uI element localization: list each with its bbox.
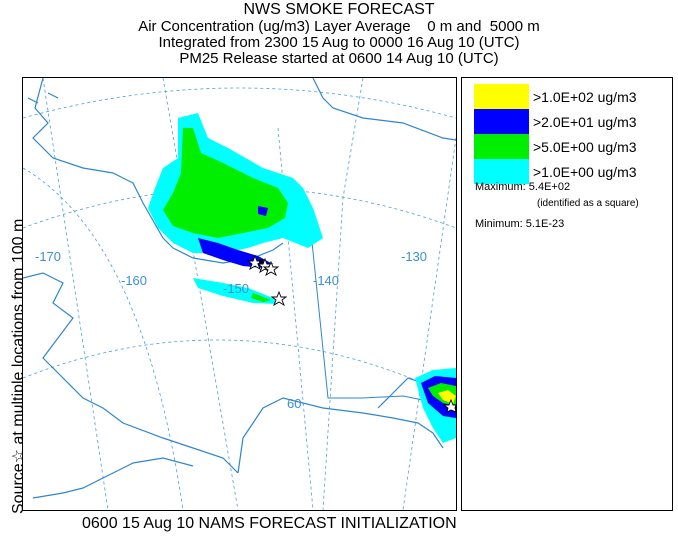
legend-panel: >1.0E+02 ug/m3 >2.0E+01 ug/m3 >5.0E+00 u… (461, 77, 673, 511)
lon-label-150: -150 (223, 281, 249, 296)
title-block: NWS SMOKE FORECAST Air Concentration (ug… (0, 0, 678, 67)
legend-swatch-blue (474, 109, 529, 134)
plume-south-green (251, 293, 271, 302)
legend-label: >2.0E+01 ug/m3 (533, 113, 637, 130)
legend-item: >5.0E+00 ug/m3 (474, 134, 637, 159)
lon-label-170: -170 (35, 249, 61, 264)
maximum-note: (identified as a square) (537, 198, 639, 209)
lon-label-140: -140 (313, 273, 339, 288)
source-markers (246, 254, 456, 413)
minimum-value: Minimum: 5.1E-23 (475, 218, 565, 230)
maximum-value: Maximum: 5.4E+02 (475, 181, 571, 193)
legend-item: >2.0E+01 ug/m3 (474, 109, 637, 134)
legend-label: >1.0E+00 ug/m3 (533, 163, 637, 180)
legend-swatch-cyan (474, 159, 529, 184)
source-star (262, 260, 280, 277)
lat-label-60: 60 (287, 396, 301, 411)
lon-label-130: -130 (401, 249, 427, 264)
legend-item: >1.0E+00 ug/m3 (474, 159, 637, 184)
forecast-initialization: 0600 15 Aug 10 NAMS FORECAST INITIALIZAT… (82, 515, 457, 532)
source-star (442, 398, 456, 413)
legend-swatch-yellow (474, 84, 529, 109)
legend-label: >5.0E+00 ug/m3 (533, 138, 637, 155)
integration-period: Integrated from 2300 15 Aug to 0000 16 A… (158, 34, 520, 51)
lon-label-160: -160 (121, 273, 147, 288)
source-star (270, 290, 288, 307)
plume-blue-patch (258, 206, 268, 216)
legend-swatch-green (474, 134, 529, 159)
map-panel: -170 -160 -150 -140 -130 60 (22, 77, 457, 511)
concentration-subtitle: Air Concentration (ug/m3) Layer Average … (138, 18, 540, 35)
coastline (23, 78, 456, 499)
legend-item: >1.0E+02 ug/m3 (474, 84, 637, 109)
release-start: PM25 Release started at 0600 14 Aug 10 (… (179, 50, 499, 67)
legend-label: >1.0E+02 ug/m3 (533, 88, 637, 105)
maximum-marker (259, 259, 263, 263)
canada-border (307, 202, 436, 409)
forecast-title: NWS SMOKE FORECAST (243, 1, 435, 18)
alaska-map: -170 -160 -150 -140 -130 60 (23, 78, 456, 510)
plume-green (163, 128, 288, 238)
